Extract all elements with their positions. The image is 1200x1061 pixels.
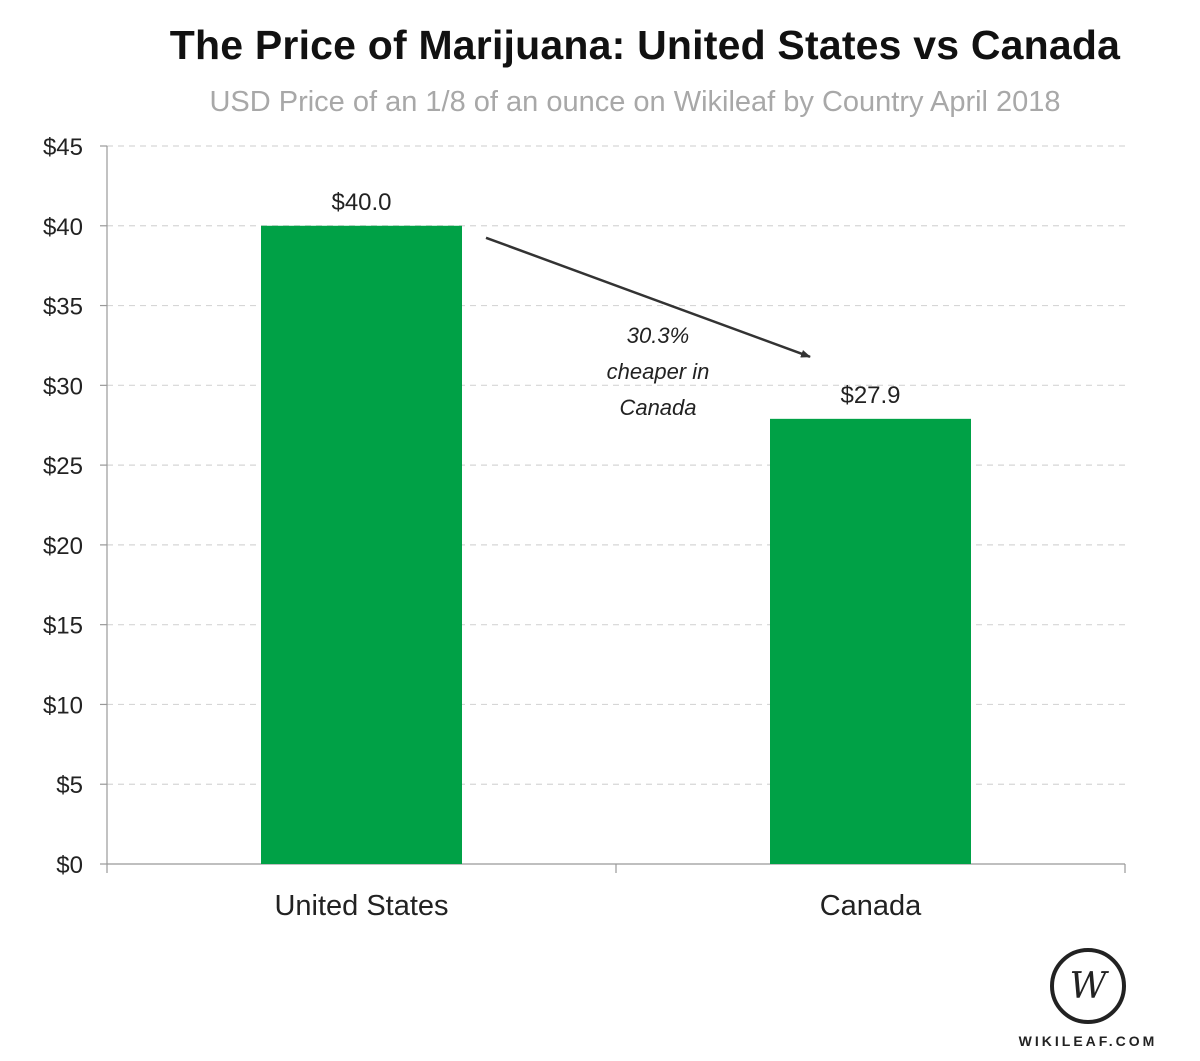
y-tick-label: $20 xyxy=(43,533,83,560)
annotation: 30.3% cheaper in Canada xyxy=(485,236,811,420)
axes xyxy=(100,145,1126,873)
x-tick-label: United States xyxy=(274,890,448,922)
y-tick-label: $25 xyxy=(43,453,83,480)
site-name: WIKILEAF.COM xyxy=(1018,1033,1158,1049)
annotation-text: Canada xyxy=(619,395,696,420)
labels: $0 $5 $10 $15 $20 $25 $30 $35 $40 $45 $40.0 United … xyxy=(43,134,922,922)
y-tick-label: $30 xyxy=(43,373,83,400)
y-tick-label: $0 xyxy=(56,852,83,879)
x-tick-label: Canada xyxy=(820,890,922,922)
y-tick-label: $35 xyxy=(43,294,83,321)
chart-subtitle: USD Price of an 1/8 of an ounce on Wikil… xyxy=(209,86,1061,118)
data-label: $27.9 xyxy=(840,382,900,409)
wikileaf-logo: W xyxy=(1050,948,1126,1024)
annotation-text: cheaper in xyxy=(607,359,710,384)
logo-letter: W xyxy=(1069,966,1109,1007)
y-tick-label: $10 xyxy=(43,692,83,719)
y-tick-label: $45 xyxy=(43,134,83,161)
chart-title: The Price of Marijuana: United States vs… xyxy=(169,22,1121,68)
y-tick-label: $5 xyxy=(56,772,83,799)
bar xyxy=(261,225,462,864)
annotation-arrow xyxy=(485,236,811,359)
y-tick-label: $15 xyxy=(43,613,83,640)
bar xyxy=(770,418,971,864)
y-tick-label: $40 xyxy=(43,214,83,241)
bars xyxy=(261,225,971,864)
annotation-text: 30.3% xyxy=(627,323,689,348)
gridlines xyxy=(107,145,1125,785)
data-label: $40.0 xyxy=(331,189,391,216)
